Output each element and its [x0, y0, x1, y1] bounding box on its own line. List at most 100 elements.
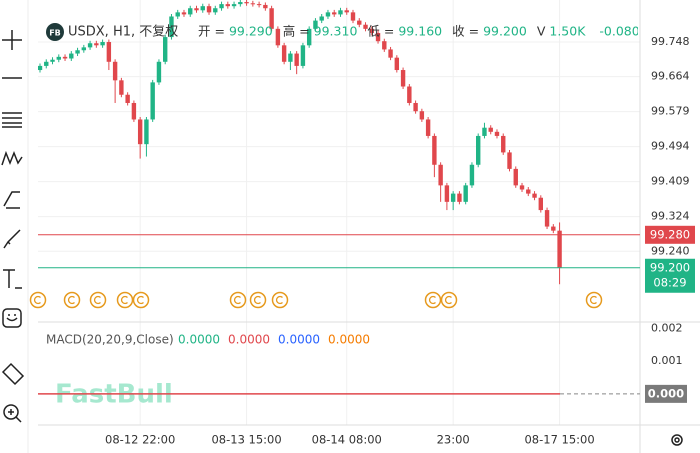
candle-body [188, 8, 193, 15]
candle-body [56, 56, 61, 60]
macd-tick-label: 0.002 [651, 322, 683, 335]
candle-body [494, 131, 500, 136]
candle-body [87, 43, 93, 48]
text-tool[interactable] [3, 269, 22, 289]
x-tick-label: 08-13 15:00 [211, 433, 281, 447]
header-label: 收 = [452, 24, 479, 39]
event-icon [29, 291, 47, 309]
candle-body [231, 4, 237, 7]
candle-body [137, 119, 143, 145]
candle-body [407, 86, 412, 103]
arrow-tool[interactable] [3, 191, 20, 209]
x-tick-label: 08-12 22:00 [105, 433, 175, 447]
candle-body [106, 42, 112, 62]
candle-body [163, 37, 168, 62]
macd-tick-label: 0.001 [651, 354, 683, 367]
y-tick-label: 99.748 [651, 35, 690, 48]
candle-body [250, 3, 256, 5]
event-icon [440, 291, 458, 309]
macd-value: 0.0000 [328, 333, 370, 347]
candle-body [363, 24, 368, 29]
candle-body [206, 6, 212, 13]
event-icon [229, 291, 247, 309]
header-value: 1.50K [549, 24, 586, 39]
event-icon [132, 291, 150, 309]
x-tick-label: 23:00 [437, 433, 470, 447]
event-icon-glyph [275, 295, 283, 305]
candle-body [394, 57, 400, 71]
candle-body [332, 12, 337, 15]
toolbar [1, 30, 25, 423]
candle-body [526, 189, 531, 194]
candle-body [194, 8, 199, 11]
candle-body [62, 56, 68, 59]
candle-body [144, 119, 149, 145]
event-icon [424, 291, 442, 309]
candle-body [513, 168, 518, 186]
candle-body [382, 41, 387, 50]
candle-body [175, 12, 180, 17]
candle-body [306, 28, 312, 46]
candle-body [369, 28, 374, 33]
candle-body [444, 185, 450, 202]
candle-body [375, 32, 381, 42]
candle-body [244, 2, 249, 4]
candle-body [156, 61, 162, 83]
candle-body [44, 61, 49, 66]
header-label: V [537, 24, 546, 39]
candle-body [169, 16, 174, 38]
header-value: 99.160 [398, 24, 442, 39]
candle-body [275, 28, 281, 46]
event-icon-glyph [67, 295, 75, 305]
y-tick-label: 99.664 [651, 70, 690, 83]
badge-text: FB [49, 29, 61, 38]
candle-body [288, 53, 293, 62]
candle-body [551, 226, 556, 231]
event-icon [249, 291, 267, 309]
macd-value: 0.0000 [178, 333, 220, 347]
event-icon-glyph [444, 295, 452, 305]
candle-body [457, 193, 462, 202]
event-icon [116, 291, 134, 309]
macd-value: 0.0000 [228, 333, 270, 347]
event-icon-glyph [233, 295, 241, 305]
settings-button[interactable] [671, 434, 683, 446]
ruler-tool[interactable] [1, 362, 25, 386]
candle-body [256, 4, 262, 6]
candle-body [482, 127, 487, 136]
candle-body [501, 135, 506, 153]
candle-body [150, 82, 155, 120]
candle-body [438, 164, 443, 186]
grid [38, 0, 640, 425]
candle-body [344, 10, 349, 13]
candle-body [75, 50, 80, 54]
emoji-tool[interactable] [2, 308, 22, 328]
candle-body [219, 4, 224, 9]
candle-body [125, 94, 130, 103]
price-tag-time: 08:29 [653, 275, 686, 289]
header-value: 99.310 [314, 24, 358, 39]
event-icon [89, 291, 107, 309]
candle-body [294, 53, 299, 66]
header-label: 低 = [367, 24, 394, 39]
pattern-tool[interactable] [1, 150, 23, 166]
candle-body [469, 164, 475, 186]
brush-tool[interactable] [3, 229, 21, 249]
macd-value: 0.0000 [278, 333, 320, 347]
candle-body [81, 47, 87, 51]
candle-body [112, 61, 118, 81]
candle-body [557, 230, 562, 268]
candle-body [94, 43, 99, 46]
channel-tool[interactable] [2, 112, 22, 128]
candle-body [325, 12, 331, 17]
candle-body [425, 119, 431, 136]
candle-body [50, 59, 55, 62]
event-icon-glyph [589, 295, 597, 305]
crosshair-tool[interactable] [2, 30, 22, 50]
zoom-tool[interactable] [3, 404, 22, 423]
x-tick-label: 08-14 08:00 [312, 433, 382, 447]
event-icon-glyph [120, 295, 128, 305]
candle-body [532, 193, 537, 198]
candle-body [507, 152, 512, 169]
header-label: 高 = [283, 24, 310, 39]
